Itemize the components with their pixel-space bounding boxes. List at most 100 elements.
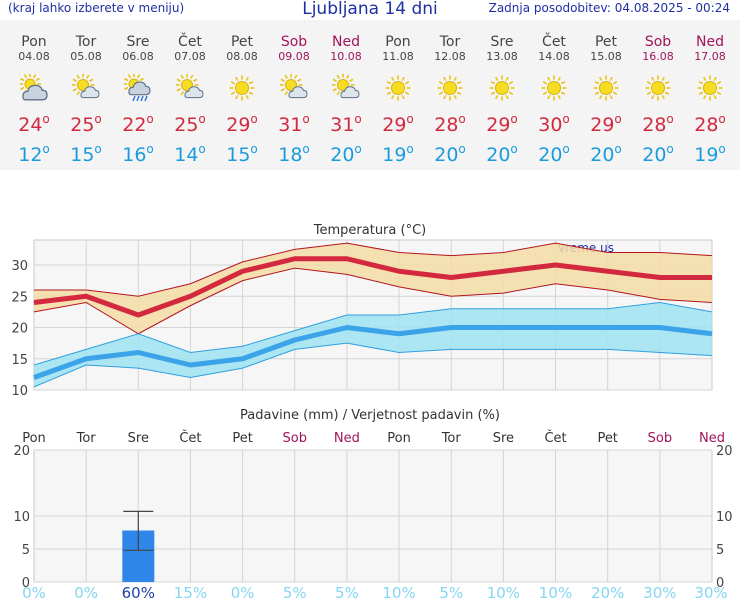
day-date: 12.08 bbox=[434, 50, 466, 63]
point-min bbox=[659, 327, 661, 328]
point-min bbox=[450, 327, 452, 328]
y-tick-label-right: 10 bbox=[716, 510, 733, 525]
rain-probability: 20% bbox=[591, 584, 624, 600]
point-max bbox=[659, 277, 661, 278]
y-tick-label: 25 bbox=[11, 290, 28, 305]
day-date: 10.08 bbox=[330, 50, 362, 63]
rain-probability: 0% bbox=[231, 584, 255, 600]
max-temp: 31o bbox=[278, 112, 310, 136]
point-max bbox=[555, 264, 557, 266]
x-tick-label: Ned bbox=[334, 431, 360, 446]
point-max bbox=[346, 258, 348, 260]
min-temp: 20o bbox=[590, 142, 622, 166]
point-max bbox=[242, 270, 244, 272]
band-edge-high-min bbox=[33, 301, 713, 366]
y-tick-label-left: 5 bbox=[22, 543, 30, 558]
chart-title: Padavine (mm) / Verjetnost padavin (%) bbox=[240, 408, 500, 423]
x-tick-label: Tor bbox=[76, 431, 97, 446]
min-temp: 12o bbox=[18, 142, 50, 166]
day-name: Pon bbox=[385, 34, 411, 50]
max-temp: 25o bbox=[70, 112, 102, 136]
point-min bbox=[555, 327, 557, 328]
y-tick-label-right: 5 bbox=[716, 543, 724, 558]
rain-probability: 10% bbox=[539, 584, 572, 600]
menu-hint[interactable]: (kraj lahko izberete v meniju) bbox=[8, 1, 185, 15]
day-name: Sob bbox=[644, 34, 672, 50]
point-min bbox=[137, 352, 139, 353]
point-min bbox=[189, 364, 191, 366]
max-temp: 29o bbox=[226, 112, 258, 136]
header-bar: Ljubljana 14 dni (kraj lahko izberete v … bbox=[0, 0, 740, 20]
y-tick-label: 20 bbox=[11, 322, 28, 337]
day-date: 16.08 bbox=[642, 50, 674, 63]
rain-probability: 15% bbox=[174, 584, 207, 600]
series-line-min bbox=[33, 325, 713, 380]
day-date: 14.08 bbox=[538, 50, 570, 63]
max-temp: 28o bbox=[434, 112, 466, 136]
point-min bbox=[33, 377, 35, 378]
max-temp: 29o bbox=[590, 112, 622, 136]
sun-cloud-icon bbox=[71, 73, 100, 102]
y-tick-label-left: 0 bbox=[22, 576, 30, 591]
day-date: 17.08 bbox=[694, 50, 726, 63]
day-date: 05.08 bbox=[70, 50, 102, 63]
day-date: 07.08 bbox=[174, 50, 206, 63]
day-name: Sre bbox=[490, 34, 514, 50]
sun-icon bbox=[436, 74, 464, 102]
x-tick-label: Pet bbox=[232, 431, 252, 446]
day-date: 13.08 bbox=[486, 50, 518, 63]
day-name: Čet bbox=[178, 34, 202, 50]
rain-probability: 0% bbox=[22, 584, 46, 600]
rain-probability: 10% bbox=[382, 584, 415, 600]
sun-icon bbox=[228, 74, 256, 102]
sun-icon bbox=[696, 74, 724, 102]
point-max bbox=[294, 258, 296, 260]
daily-forecast: Pon 04.08 24o 12o Tor 05.08 25o 15o Sre 06.08 22o 1… bbox=[0, 20, 740, 170]
max-temp: 29o bbox=[382, 112, 414, 136]
day-name: Tor bbox=[75, 34, 97, 50]
point-max bbox=[607, 270, 609, 272]
point-max bbox=[33, 302, 35, 303]
point-min bbox=[398, 333, 400, 335]
rain-probability: 5% bbox=[335, 584, 359, 600]
point-max bbox=[398, 270, 400, 272]
min-temp: 20o bbox=[538, 142, 570, 166]
series-line-max bbox=[33, 256, 712, 318]
y-tick-label-left: 10 bbox=[13, 510, 30, 525]
day-name: Pet bbox=[230, 34, 254, 50]
day-date: 11.08 bbox=[382, 50, 414, 63]
sun-cloud-rain-icon bbox=[123, 73, 152, 102]
day-name: Sob bbox=[280, 34, 308, 50]
rain-probability: 60% bbox=[122, 584, 155, 600]
y-tick-label-right: 20 bbox=[716, 444, 733, 459]
sun-cloud-icon bbox=[175, 73, 204, 102]
y-tick-label: 10 bbox=[11, 384, 28, 399]
point-max bbox=[711, 277, 713, 278]
max-temp: 31o bbox=[330, 112, 362, 136]
min-temp: 19o bbox=[694, 142, 726, 166]
sun-icon bbox=[488, 74, 516, 102]
band-edge-high-max bbox=[34, 242, 713, 297]
point-min bbox=[711, 333, 713, 335]
point-min bbox=[85, 358, 87, 360]
day-date: 04.08 bbox=[18, 50, 50, 63]
rain-probability: 30% bbox=[643, 584, 676, 600]
max-temp: 22o bbox=[122, 112, 154, 136]
x-tick-label: Čet bbox=[179, 430, 201, 446]
x-tick-label: Sre bbox=[128, 431, 149, 446]
point-max bbox=[189, 295, 191, 297]
day-name: Čet bbox=[542, 34, 566, 50]
rain-probability: 5% bbox=[439, 584, 463, 600]
rain-probability: 0% bbox=[74, 584, 98, 600]
x-tick-label: Pon bbox=[22, 431, 46, 446]
max-temp: 24o bbox=[18, 112, 50, 136]
point-min bbox=[502, 327, 504, 328]
min-temp: 14o bbox=[174, 142, 206, 166]
min-temp: 20o bbox=[434, 142, 466, 166]
last-updated: Zadnja posodobitev: 04.08.2025 - 00:24 bbox=[488, 1, 730, 15]
rain-probability: 30% bbox=[694, 584, 727, 600]
max-temp: 30o bbox=[538, 112, 570, 136]
min-temp: 16o bbox=[122, 142, 154, 166]
x-tick-label: Tor bbox=[441, 431, 462, 446]
x-tick-label: Sob bbox=[283, 431, 307, 446]
